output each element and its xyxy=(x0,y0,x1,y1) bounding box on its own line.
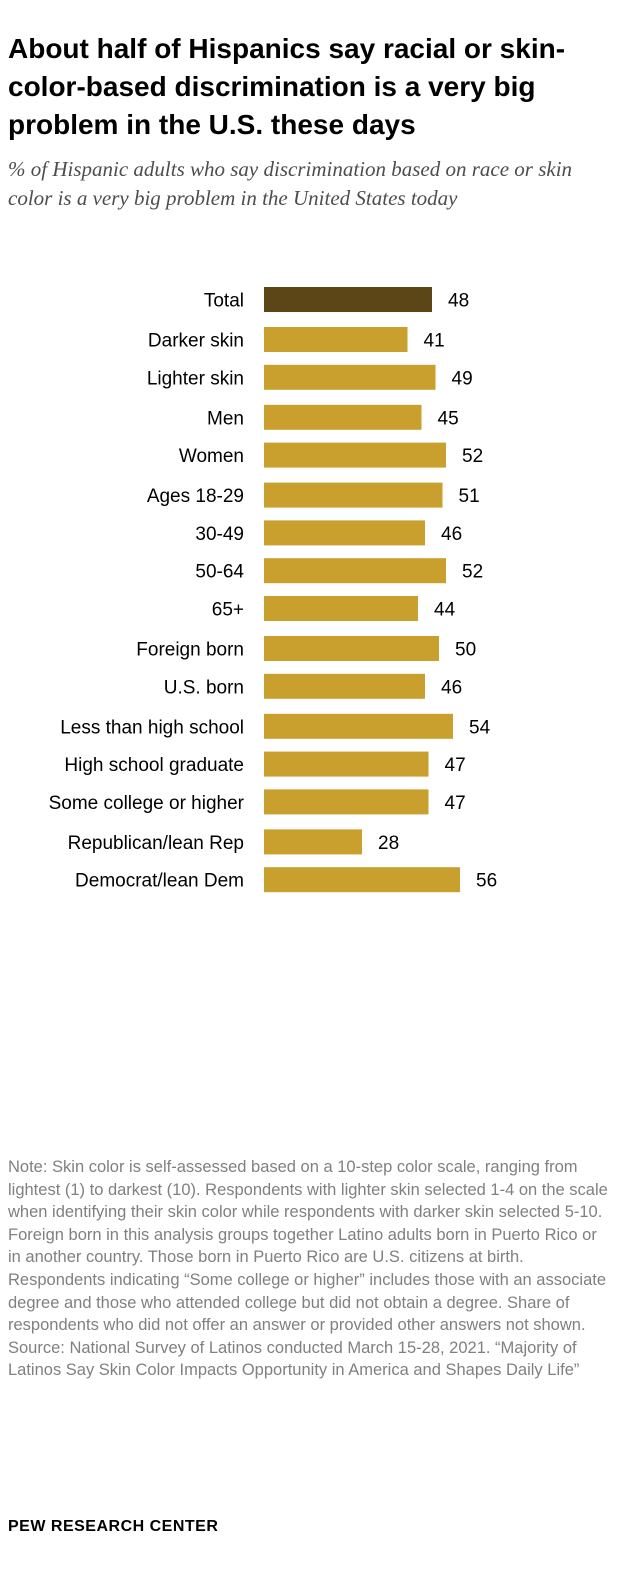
category-label-less-than-high-school: Less than high school xyxy=(60,717,244,738)
value-label-high-school-graduate: 47 xyxy=(445,755,466,776)
bar-lighter-skin xyxy=(264,364,436,390)
value-label-republican-lean-rep: 28 xyxy=(378,833,399,854)
bar-u-s-born xyxy=(264,673,425,699)
value-label-ages-18-29: 51 xyxy=(459,486,480,507)
category-label-50-64: 50-64 xyxy=(195,562,244,583)
value-label-u-s-born: 46 xyxy=(441,677,462,698)
value-label-30-49: 46 xyxy=(441,524,462,545)
category-label-high-school-graduate: High school graduate xyxy=(64,755,244,776)
bar-chart: Total 48 Darker skin 41 Lighter skin 49 Men 45 W… xyxy=(49,287,497,893)
category-label-total: Total xyxy=(204,291,244,312)
value-label-lighter-skin: 49 xyxy=(452,368,473,389)
pew-research-center-logo: PEW RESEARCH CENTER xyxy=(8,1518,219,1535)
value-label-democrat-lean-dem: 56 xyxy=(476,871,497,892)
value-label-65: 44 xyxy=(434,600,456,621)
category-label-darker-skin: Darker skin xyxy=(148,331,244,352)
category-label-democrat-lean-dem: Democrat/lean Dem xyxy=(75,871,244,892)
value-label-50-64: 52 xyxy=(462,562,483,583)
bar-65 xyxy=(264,596,418,621)
bar-republican-lean-rep xyxy=(264,829,362,855)
chart-notes: Note: Skin color is self-assessed based … xyxy=(8,1156,612,1382)
chart-subtitle: % of Hispanic adults who say discriminat… xyxy=(8,157,573,210)
value-label-less-than-high-school: 54 xyxy=(469,717,491,738)
category-label-u-s-born: U.S. born xyxy=(164,677,244,698)
category-label-65: 65+ xyxy=(212,600,244,621)
bar-darker-skin xyxy=(264,327,408,352)
bar-men xyxy=(264,404,422,430)
value-label-some-college-or-higher: 47 xyxy=(445,793,466,814)
chart-title: About half of Hispanics say racial or sk… xyxy=(8,33,566,140)
bar-women xyxy=(264,442,446,468)
value-label-total: 48 xyxy=(448,291,469,312)
bar-some-college-or-higher xyxy=(264,789,429,815)
note-text: Note: Skin color is self-assessed based … xyxy=(8,1158,608,1335)
value-label-foreign-born: 50 xyxy=(455,640,476,661)
bar-foreign-born xyxy=(264,636,439,661)
category-label-ages-18-29: Ages 18-29 xyxy=(147,486,244,507)
bar-ages-18-29 xyxy=(264,482,443,508)
category-label-women: Women xyxy=(179,446,244,467)
category-label-30-49: 30-49 xyxy=(195,524,244,545)
value-label-women: 52 xyxy=(462,446,483,467)
bar-50-64 xyxy=(264,558,446,584)
category-label-lighter-skin: Lighter skin xyxy=(147,368,244,389)
value-label-men: 45 xyxy=(438,408,459,429)
source-text: Source: National Survey of Latinos condu… xyxy=(8,1338,580,1380)
category-label-some-college-or-higher: Some college or higher xyxy=(49,793,245,814)
category-label-men: Men xyxy=(207,408,244,429)
bar-high-school-graduate xyxy=(264,751,429,777)
bar-total xyxy=(264,287,432,312)
value-label-darker-skin: 41 xyxy=(424,331,445,352)
category-label-foreign-born: Foreign born xyxy=(136,640,244,661)
bar-30-49 xyxy=(264,520,425,546)
category-label-republican-lean-rep: Republican/lean Rep xyxy=(68,833,244,854)
bar-less-than-high-school xyxy=(264,713,453,739)
bar-democrat-lean-dem xyxy=(264,867,460,893)
